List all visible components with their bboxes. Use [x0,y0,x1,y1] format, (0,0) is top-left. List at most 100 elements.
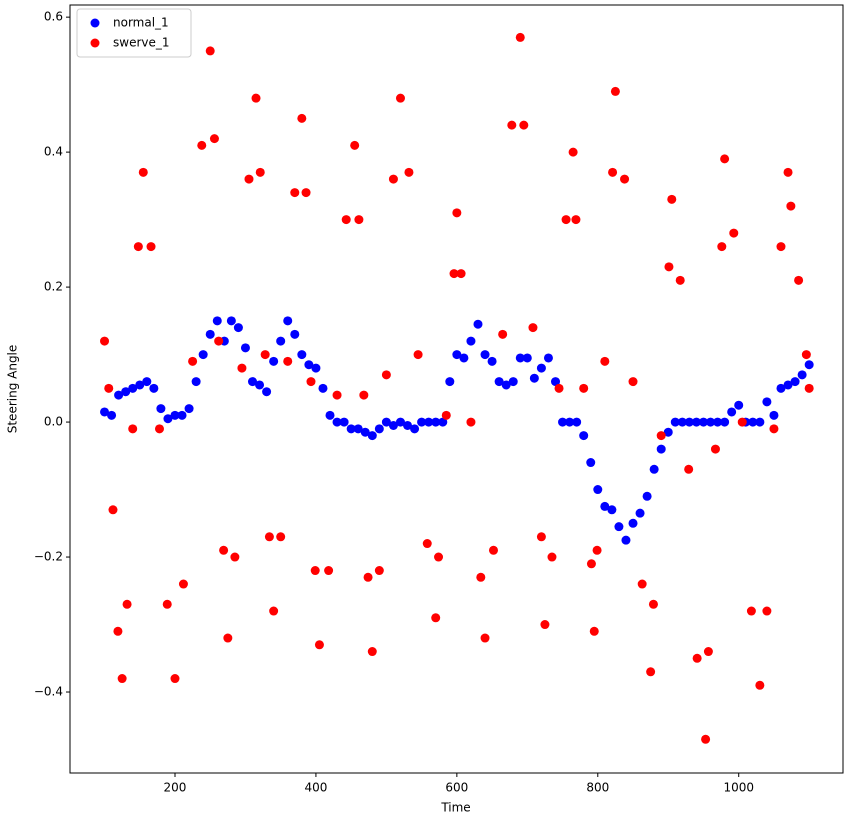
point [593,485,603,495]
point [755,417,765,427]
point [762,397,772,407]
point [635,508,645,518]
point [146,242,156,252]
axes-frame [69,4,844,774]
point [579,383,589,393]
legend-label: normal_1 [113,16,169,30]
point [592,545,602,555]
point [276,532,286,542]
point [586,458,596,468]
point [801,350,811,360]
point [804,383,814,393]
point [260,350,270,360]
point [209,134,219,144]
point [713,417,723,427]
point [304,360,314,370]
point [554,383,564,393]
point [579,431,589,441]
point [438,417,448,427]
point [565,417,575,427]
point [691,417,701,427]
point [128,424,138,434]
point [621,535,631,545]
point [628,518,638,528]
point [237,363,247,373]
point [727,407,737,417]
point [255,380,265,390]
point [561,215,571,225]
x-tick-label: 800 [586,781,609,795]
point [223,633,233,643]
point [133,242,143,252]
point [586,559,596,569]
point [100,407,110,417]
point [776,383,786,393]
point [684,417,694,427]
point [746,606,756,616]
point [551,377,561,387]
point [568,147,578,157]
point [501,380,511,390]
point [466,417,476,427]
point [121,387,131,397]
point [324,566,334,576]
plot-area [100,32,814,744]
y-tick-label: 0.6 [44,10,63,24]
point [269,356,279,366]
point [720,154,730,164]
point [339,417,349,427]
point [769,410,779,420]
point [422,539,432,549]
point [734,400,744,410]
point [628,377,638,387]
point [797,370,807,380]
point [354,215,364,225]
point [558,417,568,427]
point [543,353,553,363]
point [648,599,658,609]
point [359,390,369,400]
point [675,275,685,285]
point [536,532,546,542]
point [670,417,680,427]
point [255,167,265,177]
point [748,417,758,427]
point [508,377,518,387]
point [198,350,208,360]
point [755,680,765,690]
point [184,404,194,414]
point [230,552,240,562]
point [135,380,145,390]
point [381,370,391,380]
point [663,427,673,437]
point [528,323,538,333]
point [191,377,201,387]
legend-marker [90,38,100,48]
point [311,363,321,373]
x-tick-label: 600 [445,781,468,795]
point [122,599,132,609]
point [283,356,293,366]
point [226,316,236,326]
point [547,552,557,562]
point [692,653,702,663]
point [341,215,351,225]
point [332,390,342,400]
point [403,420,413,430]
point [360,427,370,437]
point [205,46,215,56]
point [607,505,617,515]
point [363,572,373,582]
point [219,545,229,555]
point [434,552,444,562]
point [610,86,620,96]
point [269,606,279,616]
y-tick-label: 0.0 [44,415,63,429]
point [205,329,215,339]
point [786,201,796,211]
point [790,377,800,387]
point [197,140,207,150]
point [498,329,508,339]
point [156,404,166,414]
point [794,275,804,285]
